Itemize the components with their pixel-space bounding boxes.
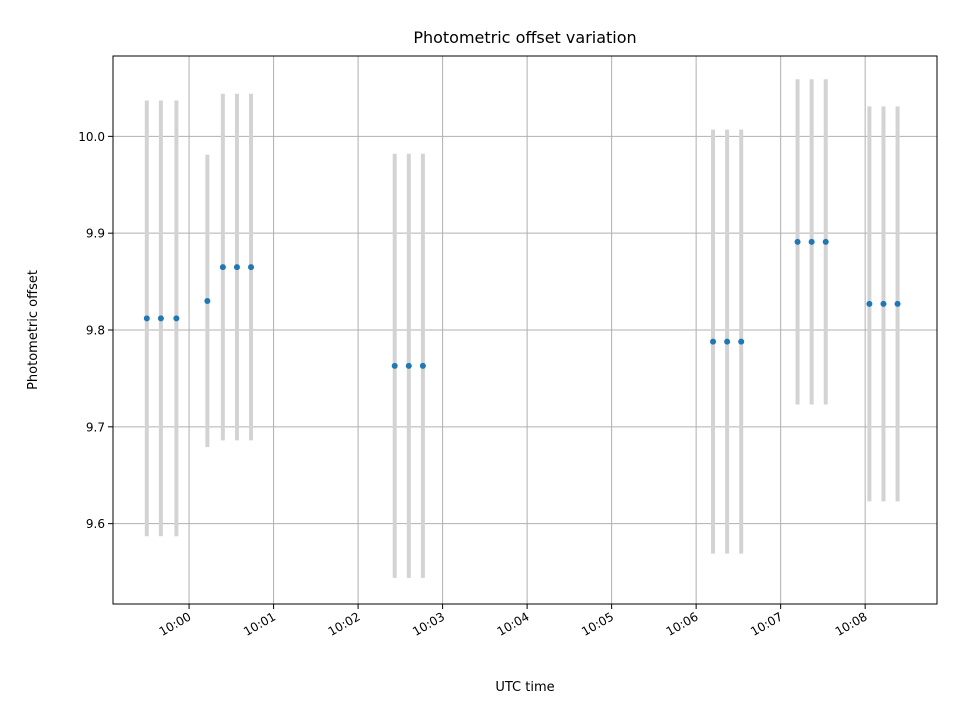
y-tick-label: 10.0 bbox=[78, 130, 105, 144]
data-point bbox=[143, 315, 150, 322]
data-point bbox=[157, 315, 164, 322]
y-tick-label: 9.7 bbox=[86, 420, 105, 434]
data-point bbox=[391, 362, 398, 369]
y-axis-ticks: 9.6 9.7 9.8 9.9 10.0 bbox=[78, 130, 113, 531]
data-point bbox=[405, 362, 412, 369]
data-point bbox=[866, 300, 873, 307]
chart-title: Photometric offset variation bbox=[413, 28, 636, 47]
data-point bbox=[808, 238, 815, 245]
data-point bbox=[248, 264, 255, 271]
data-points bbox=[143, 238, 901, 369]
data-point bbox=[894, 300, 901, 307]
data-point bbox=[173, 315, 180, 322]
y-tick-label: 9.8 bbox=[86, 324, 105, 338]
data-point bbox=[219, 264, 226, 271]
data-point bbox=[724, 338, 731, 345]
data-point bbox=[419, 362, 426, 369]
y-tick-label: 9.6 bbox=[86, 517, 105, 531]
y-tick-label: 9.9 bbox=[86, 227, 105, 241]
data-point bbox=[710, 338, 717, 345]
data-point bbox=[233, 264, 240, 271]
data-point bbox=[204, 297, 211, 304]
y-axis-label: Photometric offset bbox=[26, 270, 41, 390]
x-axis-label: UTC time bbox=[495, 680, 554, 695]
data-point bbox=[822, 238, 829, 245]
data-point bbox=[794, 238, 801, 245]
data-point bbox=[880, 300, 887, 307]
data-point bbox=[738, 338, 745, 345]
